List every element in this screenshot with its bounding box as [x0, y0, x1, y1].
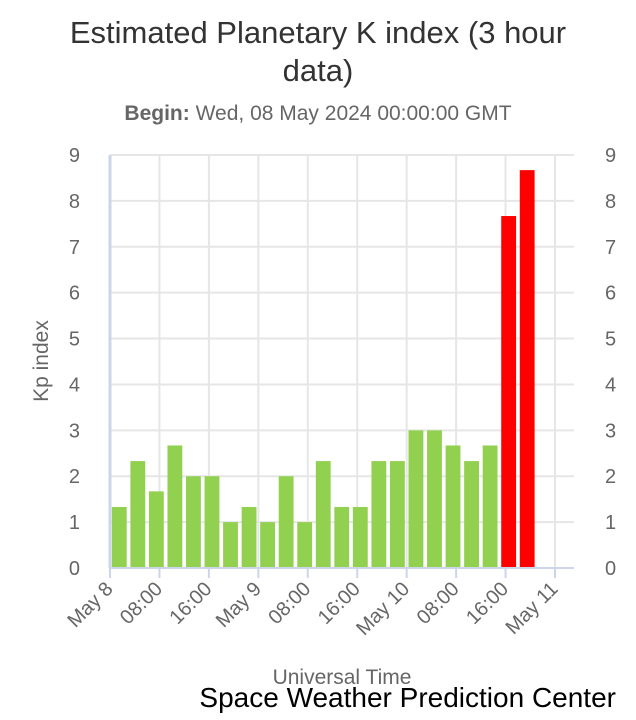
y-tick-label-left: 0	[69, 558, 80, 580]
kp-bar	[167, 445, 183, 568]
kp-bar	[260, 522, 276, 568]
kp-bar	[464, 461, 479, 568]
kp-bar	[352, 506, 368, 568]
y-tick-label-right: 9	[605, 145, 616, 167]
kp-bar	[427, 430, 442, 568]
y-tick-label-left: 6	[69, 283, 80, 305]
kp-bar	[519, 170, 535, 569]
y-tick-label-left: 4	[69, 374, 80, 396]
kp-bar	[334, 506, 350, 568]
kp-bar	[389, 461, 405, 568]
kp-bar	[130, 461, 146, 568]
y-tick-label-right: 0	[605, 558, 616, 580]
kp-bar	[148, 491, 164, 568]
x-tick-label: May 11	[502, 578, 563, 639]
y-tick-label-left: 7	[69, 237, 80, 259]
y-tick-label-right: 2	[605, 466, 616, 488]
y-tick-label-right: 3	[605, 420, 616, 442]
chart-subtitle: Begin: Wed, 08 May 2024 00:00:00 GMT	[0, 102, 636, 126]
y-tick-label-right: 4	[605, 374, 616, 396]
y-tick-label-right: 7	[605, 237, 616, 259]
x-tick-label: May 9	[212, 578, 266, 632]
kp-bar	[223, 522, 238, 568]
kp-bar	[408, 430, 424, 568]
y-tick-label-left: 8	[69, 191, 80, 213]
y-tick-label-left: 3	[69, 420, 80, 442]
subtitle-label: Begin:	[124, 102, 190, 125]
y-tick-label-right: 8	[605, 191, 616, 213]
x-tick-label: May 8	[63, 578, 117, 632]
kp-bar	[297, 522, 313, 568]
y-tick-label-left: 9	[69, 145, 80, 167]
x-tick-label: 16:00	[165, 578, 216, 629]
y-tick-label-left: 5	[69, 329, 80, 351]
x-tick-label: 08:00	[264, 578, 315, 629]
kp-bar	[241, 506, 257, 568]
kp-bar	[315, 461, 331, 568]
credit-text: Space Weather Prediction Center	[199, 682, 616, 713]
x-tick-label: 08:00	[116, 578, 167, 629]
y-tick-label-right: 1	[605, 512, 616, 534]
y-tick-label-left: 1	[69, 512, 80, 534]
kp-bar	[186, 476, 201, 568]
kp-bar	[501, 216, 517, 568]
kp-bar	[371, 461, 387, 568]
y-tick-label-right: 6	[605, 283, 616, 305]
kp-bar	[204, 476, 220, 568]
kp-bar	[445, 445, 461, 568]
y-tick-label-left: 2	[69, 466, 80, 488]
y-axis-title: Kp index	[30, 320, 53, 402]
x-tick-label: 08:00	[413, 578, 464, 629]
chart-title: Estimated Planetary K index (3 hour data…	[69, 15, 567, 88]
kp-bar	[482, 445, 498, 568]
x-tick-label: May 10	[352, 578, 414, 640]
kp-bar	[278, 476, 294, 568]
y-tick-label-right: 5	[605, 329, 616, 351]
x-axis-title: Universal Time	[273, 666, 412, 689]
subtitle-value: Wed, 08 May 2024 00:00:00 GMT	[195, 102, 512, 125]
kp-bar	[111, 506, 127, 568]
